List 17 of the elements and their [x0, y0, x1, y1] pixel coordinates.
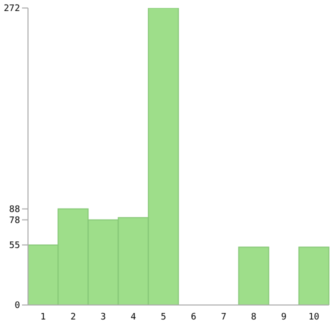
y-tick-label: 0 [14, 301, 20, 312]
x-tick-label: 9 [281, 312, 287, 321]
x-tick-label: 8 [251, 312, 256, 321]
bar [298, 246, 330, 305]
y-tick-label: 55 [9, 241, 20, 252]
x-tick-label: 2 [70, 312, 76, 321]
y-tick-label: 272 [4, 4, 20, 14]
bar [238, 246, 270, 305]
x-tick-label: 4 [130, 312, 136, 321]
x-tick-label: 3 [100, 312, 106, 321]
y-tick-label: 88 [9, 205, 20, 216]
y-tick-label: 78 [9, 216, 20, 226]
x-tick-label: 5 [160, 312, 166, 321]
x-tick-label: 10 [308, 312, 320, 321]
x-tick-label: 6 [190, 312, 196, 321]
x-tick-label: 1 [40, 312, 46, 321]
x-tick-label: 7 [220, 312, 226, 321]
